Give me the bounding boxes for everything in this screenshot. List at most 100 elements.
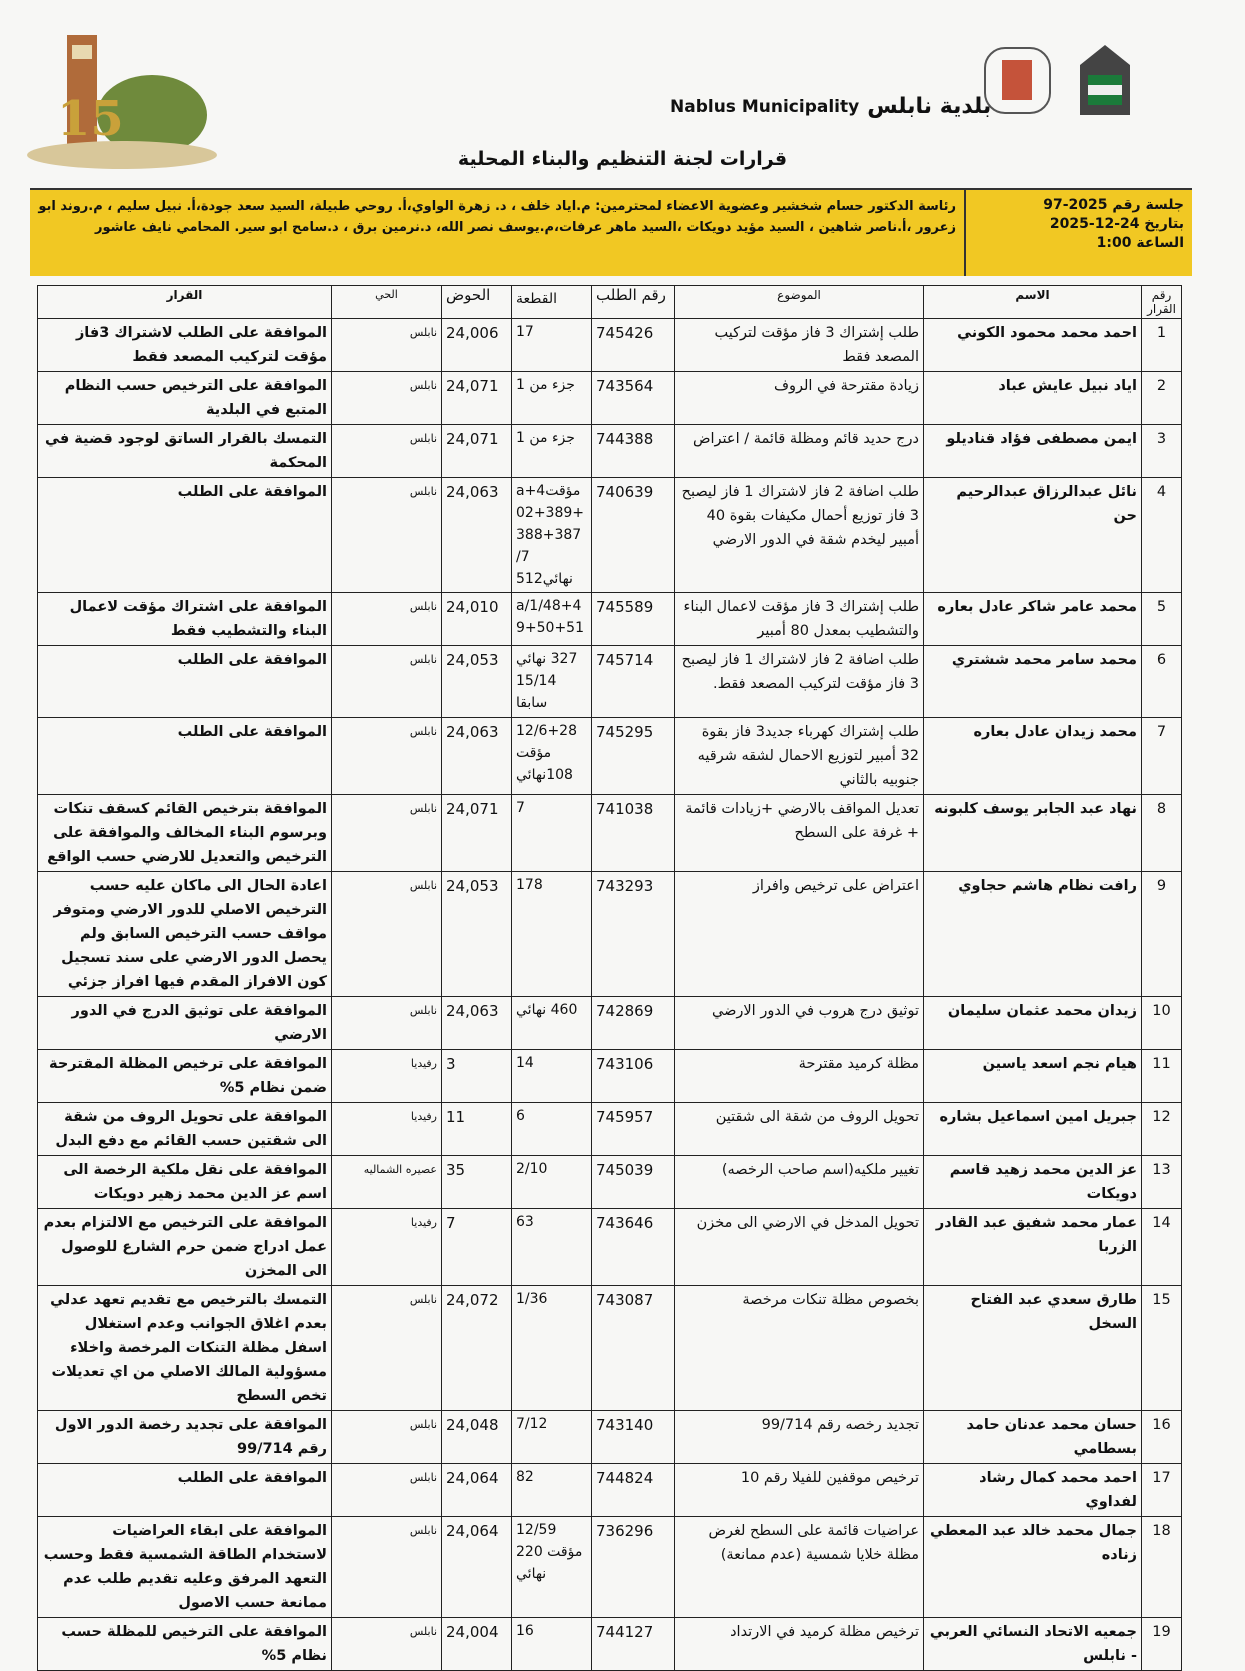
cell-decision: الموافقة على تجديد رخصة الدور الاول رقم …	[37, 1410, 332, 1464]
table-row: 18 جمال محمد خالد عبد المعطي زناده عراضيات…	[37, 1516, 1182, 1618]
committee-members: رئاسة الدكتور حسام شخشير وعضوية الاعضاء …	[38, 199, 956, 235]
cell-subject: طلب إشتراك 3 فاز مؤقت لتركيب المصعد فقط	[674, 318, 924, 372]
table-row: 9 رافت نظام هاشم حجاوي اعتراض على ترخيص وا…	[37, 871, 1182, 997]
cell-no: 17	[1141, 1463, 1182, 1517]
cell-district: نابلس	[331, 1285, 442, 1411]
cell-request: 745714	[591, 645, 675, 718]
table-row: 10 زيدان محمد عثمان سليمان توثيق درج هروب …	[37, 996, 1182, 1050]
cell-name: زيدان محمد عثمان سليمان	[923, 996, 1142, 1050]
cell-name: محمد زيدان عادل بعاره	[923, 717, 1142, 795]
session-info-box: جلسة رقم 2025-97 بتاريخ 24-12-2025 الساع…	[30, 188, 1192, 276]
cell-request: 736296	[591, 1516, 675, 1618]
col-subject: الموضوع	[674, 285, 924, 319]
cell-parcel: 14	[511, 1049, 592, 1103]
cell-parcel: 7/12	[511, 1410, 592, 1464]
cell-decision: اعادة الحال الى ماكان عليه حسب الترخيص ا…	[37, 871, 332, 997]
cell-decision: الموافقة على ترخيص المظلة المقترحة ضمن ن…	[37, 1049, 332, 1103]
cell-parcel: a/1/48+4 9+50+51	[511, 592, 592, 646]
cell-no: 12	[1141, 1102, 1182, 1156]
cell-no: 19	[1141, 1617, 1182, 1671]
cell-decision: الموافقة على ابقاء العراضيات لاستخدام ال…	[37, 1516, 332, 1618]
cell-subject: بخصوص مظلة تنكات مرخصة	[674, 1285, 924, 1411]
cell-no: 13	[1141, 1155, 1182, 1209]
cell-name: هيام نجم اسعد ياسين	[923, 1049, 1142, 1103]
cell-parcel: 16	[511, 1617, 592, 1671]
cell-decision: الموافقة على الطلب	[37, 717, 332, 795]
cell-name: عز الدين محمد زهيد قاسم دويكات	[923, 1155, 1142, 1209]
cell-name: جمال محمد خالد عبد المعطي زناده	[923, 1516, 1142, 1618]
municipality-name-ar: بلدية نابلس	[867, 94, 992, 119]
cell-request: 740639	[591, 477, 675, 593]
cell-name: جمعيه الاتحاد النسائي العربي - نابلس	[923, 1617, 1142, 1671]
cell-parcel: 6	[511, 1102, 592, 1156]
cell-basin: 3	[441, 1049, 512, 1103]
table-row: 16 حسان محمد عدنان حامد بسطامي تجديد رخصه …	[37, 1410, 1182, 1464]
decisions-table: رقم القرار الاسم الموضوع رقم الطلب القطع…	[37, 285, 1182, 1671]
cell-name: احمد محمد كمال رشاد لفداوي	[923, 1463, 1142, 1517]
cell-basin: 24,071	[441, 424, 512, 478]
cell-no: 9	[1141, 871, 1182, 997]
cell-name: ايمن مصطفى فؤاد قناديلو	[923, 424, 1142, 478]
cell-subject: اعتراض على ترخيص وافراز	[674, 871, 924, 997]
cell-decision: التمسك بالترخيص مع تقديم تعهد عدلي بعدم …	[37, 1285, 332, 1411]
cell-basin: 11	[441, 1102, 512, 1156]
col-district: الحي	[331, 285, 442, 319]
cell-request: 743564	[591, 371, 675, 425]
cell-basin: 24,006	[441, 318, 512, 372]
table-row: 8 نهاد عبد الجابر يوسف كلبونه تعديل المواق…	[37, 794, 1182, 872]
cell-subject: تجديد رخصه رقم 99/714	[674, 1410, 924, 1464]
table-row: 19 جمعيه الاتحاد النسائي العربي - نابلس تر…	[37, 1617, 1182, 1671]
cell-request: 741038	[591, 794, 675, 872]
cell-no: 16	[1141, 1410, 1182, 1464]
cell-district: نابلس	[331, 1516, 442, 1618]
cell-decision: الموافقة على اشتراك مؤقت لاعمال البناء و…	[37, 592, 332, 646]
table-row: 7 محمد زيدان عادل بعاره طلب إشتراك كهرباء …	[37, 717, 1182, 795]
cell-decision: الموافقة على الترخيص حسب النظام المتبع ف…	[37, 371, 332, 425]
municipality-name: Nablus Municipality بلدية نابلس	[670, 94, 991, 119]
cell-name: طارق سعدي عبد الفتاح السخل	[923, 1285, 1142, 1411]
table-row: 13 عز الدين محمد زهيد قاسم دويكات تغيير مل…	[37, 1155, 1182, 1209]
cell-subject: تغيير ملكيه(اسم صاحب الرخصه)	[674, 1155, 924, 1209]
cell-name: نائل عبدالرزاق عبدالرحيم حن	[923, 477, 1142, 593]
cell-name: جبريل امين اسماعيل بشاره	[923, 1102, 1142, 1156]
cell-district: نابلس	[331, 477, 442, 593]
cell-name: عمار محمد شفيق عبد القادر الزربا	[923, 1208, 1142, 1286]
cell-parcel: 327 نهائي 15/14 سابقا	[511, 645, 592, 718]
cell-parcel: 2/10	[511, 1155, 592, 1209]
cell-no: 2	[1141, 371, 1182, 425]
cell-request: 743106	[591, 1049, 675, 1103]
table-row: 6 محمد سامر محمد ششتري طلب اضافة 2 فاز لاش…	[37, 645, 1182, 718]
session-time: الساعة 1:00	[1096, 235, 1184, 251]
cell-request: 743293	[591, 871, 675, 997]
table-header: رقم القرار الاسم الموضوع رقم الطلب القطع…	[37, 285, 1182, 319]
session-details: جلسة رقم 2025-97 بتاريخ 24-12-2025 الساع…	[964, 190, 1192, 276]
cell-decision: الموافقة على الطلب لاشتراك 3فاز مؤقت لتر…	[37, 318, 332, 372]
table-row: 2 اياد نبيل عايش عباد زيادة مقترحة في الرو…	[37, 371, 1182, 425]
cell-request: 743087	[591, 1285, 675, 1411]
cell-basin: 24,053	[441, 645, 512, 718]
cell-parcel: 17	[511, 318, 592, 372]
cell-parcel: 12/6+28 مؤقت 108نهائي	[511, 717, 592, 795]
cell-district: نابلس	[331, 645, 442, 718]
cell-basin: 24,063	[441, 996, 512, 1050]
col-parcel: القطعة	[511, 285, 592, 319]
cell-no: 7	[1141, 717, 1182, 795]
cell-subject: طلب إشتراك كهرباء جديد3 فاز بقوة 32 أمبي…	[674, 717, 924, 795]
cell-subject: درج حديد قائم ومظلة قائمة / اعتراض	[674, 424, 924, 478]
cell-subject: تعديل المواقف بالارضي +زيادات قائمة + غر…	[674, 794, 924, 872]
cell-decision: الموافقة على الطلب	[37, 477, 332, 593]
cell-name: محمد سامر محمد ششتري	[923, 645, 1142, 718]
cell-no: 8	[1141, 794, 1182, 872]
svg-text:15: 15	[57, 91, 124, 147]
cell-district: نابلس	[331, 371, 442, 425]
cell-decision: الموافقة على الترخيص مع الالتزام بعدم عم…	[37, 1208, 332, 1286]
cell-district: نابلس	[331, 871, 442, 997]
col-basin: الحوض	[441, 285, 512, 319]
cell-name: رافت نظام هاشم حجاوي	[923, 871, 1142, 997]
cell-subject: طلب اضافة 2 فاز لاشتراك 1 فاز ليصبح 3 فا…	[674, 477, 924, 593]
cell-no: 11	[1141, 1049, 1182, 1103]
col-name: الاسم	[923, 285, 1142, 319]
cell-no: 4	[1141, 477, 1182, 593]
table-row: 17 احمد محمد كمال رشاد لفداوي ترخيص موقفين…	[37, 1463, 1182, 1517]
session-date: بتاريخ 24-12-2025	[1049, 216, 1184, 232]
